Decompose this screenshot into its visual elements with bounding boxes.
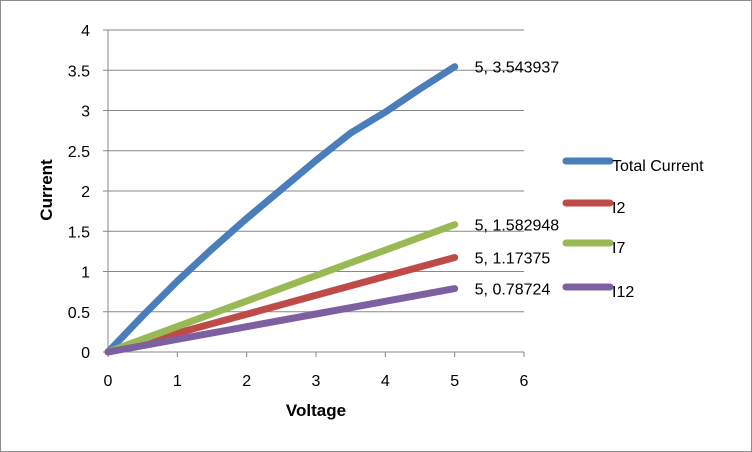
x-tick-label: 5 <box>450 373 459 390</box>
y-tick-label: 0 <box>81 345 90 362</box>
legend-label: I7 <box>612 240 625 257</box>
y-tick-label: 3.5 <box>68 63 90 80</box>
y-axis-title: Current <box>37 159 56 221</box>
y-tick-label: 1.5 <box>68 224 90 241</box>
y-tick-label: 4 <box>81 23 90 40</box>
y-tick-label: 2.5 <box>68 144 90 161</box>
x-axis-title: Voltage <box>286 401 346 420</box>
y-tick-label: 3 <box>81 104 90 121</box>
x-tick-label: 4 <box>381 373 390 390</box>
y-tick-label: 0.5 <box>68 305 90 322</box>
series-line-i12 <box>104 285 459 356</box>
x-tick-label: 2 <box>242 373 251 390</box>
data-label: 5, 1.582948 <box>475 218 560 235</box>
series-line-i2 <box>104 254 459 356</box>
series-line-i7 <box>104 221 459 356</box>
y-tick-label: 2 <box>81 184 90 201</box>
legend-label: I12 <box>612 284 634 301</box>
legend-label: I2 <box>612 200 625 217</box>
series-line-total-current <box>104 63 459 356</box>
x-tick-label: 1 <box>173 373 182 390</box>
x-tick-label: 3 <box>312 373 321 390</box>
y-tick-label: 1 <box>81 265 90 282</box>
data-label: 5, 0.78724 <box>475 282 551 299</box>
x-tick-label: 6 <box>520 373 529 390</box>
data-label: 5, 3.543937 <box>475 60 560 77</box>
data-label: 5, 1.17375 <box>475 251 551 268</box>
legend-label: Total Current <box>612 158 704 175</box>
x-tick-label: 0 <box>104 373 113 390</box>
